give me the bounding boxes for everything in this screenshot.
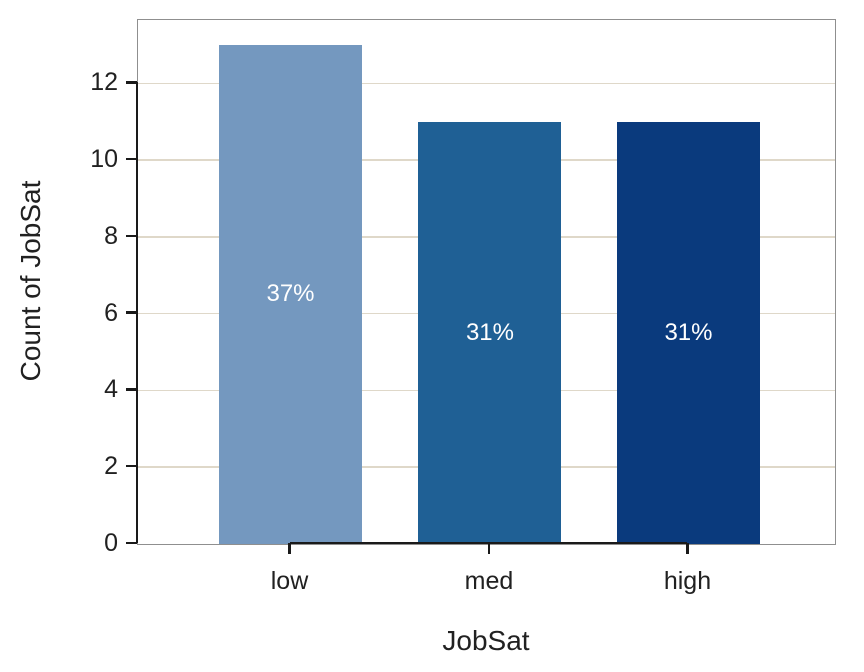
y-tick-mark-6 [126, 311, 137, 314]
y-tick-label-4: 4 [104, 375, 118, 404]
bar-med [418, 121, 562, 544]
bar-label-med: 31% [465, 318, 515, 346]
y-tick-label-8: 8 [104, 221, 118, 250]
y-tick-mark-10 [126, 157, 137, 161]
bar-label-high: 31% [664, 318, 713, 346]
x-tick-label-high: high [663, 567, 712, 595]
y-tick-label-12: 12 [90, 68, 118, 97]
bar-low [218, 44, 362, 544]
y-tick-mark-0 [126, 541, 137, 545]
y-tick-mark-12 [126, 81, 137, 84]
y-tick-label-0: 0 [104, 529, 118, 557]
x-tick-mark-med [487, 543, 491, 554]
x-tick-mark-high [686, 543, 689, 554]
plot-panel: 37% 31% 31% [137, 19, 836, 545]
x-tick-label-low: low [270, 567, 309, 595]
x-axis-title: JobSat [442, 625, 530, 656]
bar-high [616, 121, 760, 544]
y-tick-mark-8 [126, 234, 137, 238]
y-tick-mark-4 [126, 388, 137, 391]
y-tick-label-2: 2 [104, 452, 118, 481]
y-tick-label-10: 10 [90, 145, 118, 174]
x-tick-mark-low [288, 543, 291, 554]
y-axis-title: Count of JobSat [15, 180, 46, 382]
y-tick-mark-2 [126, 464, 137, 468]
y-tick-label-6: 6 [104, 298, 118, 327]
bar-label-low: 37% [266, 280, 315, 308]
x-tick-label-med: med [464, 567, 514, 595]
gridline-12 [138, 82, 835, 85]
